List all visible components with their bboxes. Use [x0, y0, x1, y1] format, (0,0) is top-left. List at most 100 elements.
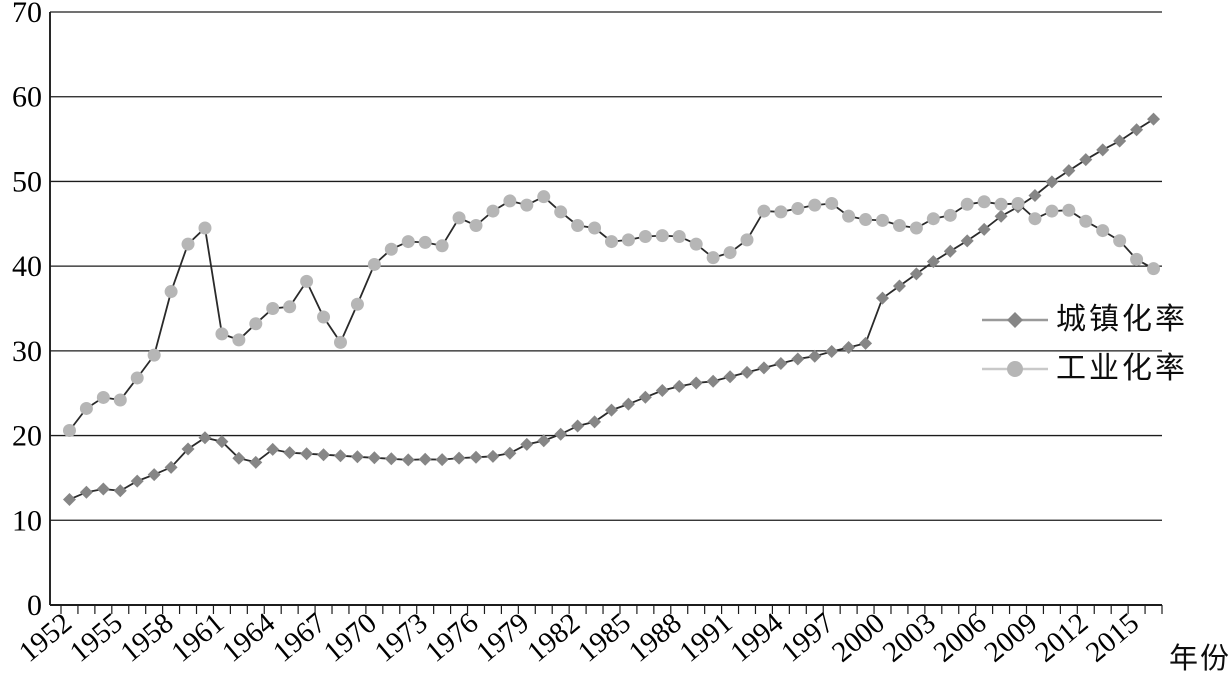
x-axis-tick-label: 2006	[928, 607, 993, 669]
marker-circle	[571, 218, 585, 232]
marker-diamond	[706, 374, 720, 388]
marker-circle	[757, 204, 771, 218]
legend-label-industrialization: 工业化率	[1056, 351, 1188, 385]
marker-circle	[926, 212, 940, 226]
marker-circle	[689, 237, 703, 251]
x-axis-tick-label: 1952	[13, 607, 78, 669]
marker-diamond	[554, 427, 568, 441]
marker-diamond	[1113, 134, 1127, 148]
marker-diamond	[130, 474, 144, 488]
marker-diamond	[605, 403, 618, 417]
marker-diamond	[1096, 143, 1110, 157]
marker-diamond	[892, 279, 906, 293]
marker-diamond	[418, 452, 432, 466]
marker-diamond	[1062, 164, 1076, 178]
marker-diamond	[943, 244, 957, 258]
y-axis-tick-label: 30	[12, 335, 42, 368]
marker-circle	[1079, 214, 1093, 228]
y-axis-tick-label: 10	[12, 504, 42, 537]
marker-circle	[333, 335, 347, 349]
marker-circle	[1130, 252, 1144, 266]
marker-circle	[740, 233, 754, 247]
x-axis-tick-label: 1988	[623, 607, 688, 669]
x-axis-tick-label: 1955	[64, 607, 129, 669]
marker-circle	[1062, 203, 1076, 217]
marker-diamond	[537, 434, 551, 448]
marker-circle	[605, 235, 618, 249]
marker-circle	[96, 390, 110, 404]
marker-diamond	[588, 415, 602, 429]
marker-diamond	[723, 370, 737, 384]
marker-diamond	[1130, 123, 1144, 137]
marker-circle	[520, 198, 534, 212]
marker-diamond	[486, 449, 500, 463]
marker-diamond	[740, 365, 754, 379]
x-axis-tick-label: 1964	[216, 607, 281, 669]
marker-circle	[723, 246, 737, 260]
marker-circle	[232, 333, 246, 347]
marker-circle	[1113, 234, 1127, 248]
marker-diamond	[1028, 188, 1042, 202]
marker-circle	[469, 218, 483, 232]
marker-circle	[1096, 224, 1110, 238]
marker-circle	[842, 209, 856, 223]
y-axis-tick-label: 40	[12, 250, 42, 283]
marker-circle	[79, 401, 93, 415]
x-axis-tick-label: 1979	[470, 607, 535, 669]
marker-diamond	[994, 209, 1008, 223]
marker-diamond	[571, 419, 585, 433]
chart-legend: 城镇化率 工业化率	[981, 295, 1188, 393]
marker-diamond	[215, 435, 229, 449]
marker-diamond	[520, 437, 534, 451]
marker-circle	[554, 205, 568, 219]
x-axis-tick-label: 1973	[369, 607, 434, 669]
diamond-marker-icon	[982, 311, 1048, 328]
x-axis-tick-label: 1958	[115, 607, 180, 669]
marker-diamond	[283, 446, 297, 460]
marker-diamond	[621, 397, 635, 411]
marker-diamond	[791, 352, 805, 366]
marker-diamond	[147, 468, 161, 482]
marker-diamond	[367, 451, 381, 465]
marker-circle	[215, 327, 229, 341]
marker-circle	[859, 213, 873, 227]
marker-diamond	[1045, 175, 1059, 189]
legend-label-urbanization: 城镇化率	[1056, 302, 1188, 336]
marker-circle	[588, 221, 602, 235]
marker-circle	[655, 229, 669, 243]
marker-diamond	[808, 349, 822, 363]
marker-diamond	[96, 482, 110, 496]
marker-diamond	[503, 446, 517, 460]
marker-diamond	[350, 450, 364, 464]
x-axis-tick-label: 1967	[267, 607, 332, 669]
marker-circle	[418, 235, 432, 249]
marker-circle	[452, 211, 466, 225]
marker-diamond	[859, 336, 873, 350]
marker-circle	[62, 423, 76, 437]
x-axis-tick-label: 1970	[318, 607, 383, 669]
y-axis-tick-label: 20	[12, 420, 42, 453]
marker-diamond	[960, 234, 974, 248]
marker-circle	[774, 205, 788, 219]
marker-diamond	[62, 492, 76, 506]
marker-circle	[283, 300, 297, 314]
marker-diamond	[300, 447, 314, 461]
x-axis-tick-label: 1997	[775, 607, 840, 669]
marker-circle	[1045, 204, 1059, 218]
marker-circle	[621, 233, 635, 247]
marker-diamond	[977, 222, 991, 236]
x-axis-tick-label: 1961	[165, 607, 230, 669]
x-axis-title: 年份	[1169, 643, 1232, 675]
marker-diamond	[909, 267, 923, 281]
y-axis-tick-label: 70	[12, 0, 42, 29]
marker-diamond	[79, 485, 93, 499]
legend-diamond-glyph	[1007, 311, 1023, 328]
marker-circle	[791, 202, 805, 216]
marker-circle	[266, 302, 280, 315]
marker-circle	[537, 190, 551, 204]
marker-circle	[825, 196, 839, 210]
marker-circle	[909, 221, 923, 235]
x-axis-tick-label: 1985	[572, 607, 637, 669]
